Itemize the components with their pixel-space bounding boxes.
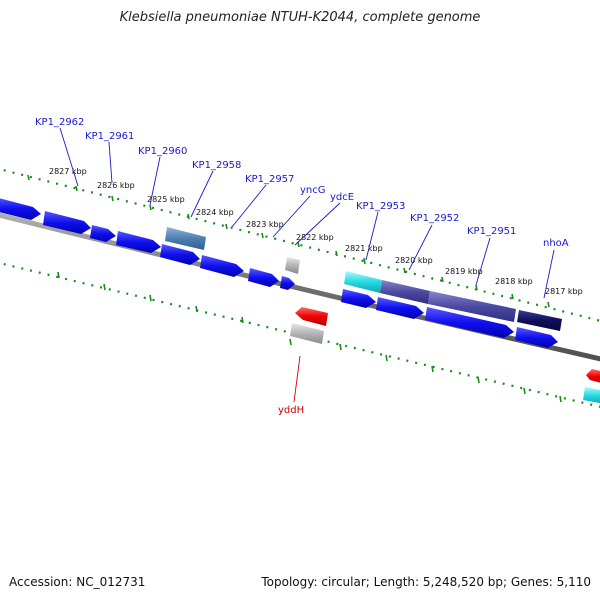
gene-feature[interactable] <box>295 307 328 326</box>
tick-label-2817: 2817 kbp <box>545 287 583 296</box>
tick-label-2824: 2824 kbp <box>196 208 234 217</box>
gene-label-KP1_2961[interactable]: KP1_2961 <box>85 131 134 142</box>
genome-summary: Topology: circular; Length: 5,248,520 bp… <box>261 575 591 589</box>
tick-label-2818: 2818 kbp <box>495 277 533 286</box>
gene-feature[interactable] <box>380 280 430 304</box>
gene-feature[interactable] <box>425 307 514 338</box>
outer-major-ticks <box>27 174 550 308</box>
gene-feature[interactable] <box>341 289 376 308</box>
gene-feature[interactable] <box>116 231 161 253</box>
gene-feature[interactable] <box>290 323 324 344</box>
gene-label-ydcE[interactable]: ydcE <box>330 192 354 203</box>
gene-feature[interactable] <box>0 197 41 220</box>
map-title: Klebsiella pneumoniae NTUH-K2044, comple… <box>119 10 481 25</box>
tick-label-2819: 2819 kbp <box>445 267 483 276</box>
gene-feature[interactable] <box>165 227 206 250</box>
gene-label-KP1_2952[interactable]: KP1_2952 <box>410 213 459 224</box>
gene-feature[interactable] <box>248 268 279 287</box>
gene-feature[interactable] <box>90 225 116 242</box>
tick-label-2823: 2823 kbp <box>246 220 284 229</box>
gene-feature[interactable] <box>285 257 300 274</box>
tick-label-2826: 2826 kbp <box>97 181 135 190</box>
gene-feature[interactable] <box>280 276 295 290</box>
gene-label-KP1_2957[interactable]: KP1_2957 <box>245 174 294 185</box>
gene-label-KP1_2962[interactable]: KP1_2962 <box>35 117 84 128</box>
gene-label-KP1_2958[interactable]: KP1_2958 <box>192 160 241 171</box>
gene-track-right <box>341 271 562 348</box>
gene-label-yddH[interactable]: yddH <box>278 405 304 416</box>
gene-feature[interactable] <box>515 327 558 348</box>
gene-feature[interactable] <box>160 244 200 265</box>
gene-feature[interactable] <box>200 255 244 277</box>
tick-label-2821: 2821 kbp <box>345 244 383 253</box>
gene-feature[interactable] <box>376 297 424 319</box>
label-leaders <box>59 127 555 299</box>
yddH-leader <box>293 355 301 403</box>
gene-feature[interactable] <box>586 369 600 384</box>
tick-label-2822: 2822 kbp <box>296 233 334 242</box>
outer-tick-ring <box>0 168 600 322</box>
tick-label-2827: 2827 kbp <box>49 167 87 176</box>
gene-feature[interactable] <box>517 310 562 331</box>
gene-feature[interactable] <box>583 387 600 404</box>
gene-feature[interactable] <box>43 211 91 234</box>
gene-feature[interactable] <box>428 291 516 322</box>
accession-text: Accession: NC_012731 <box>9 575 146 589</box>
gene-label-KP1_2960[interactable]: KP1_2960 <box>138 146 187 157</box>
gene-feature[interactable] <box>344 271 382 293</box>
gene-track-reverse <box>290 307 600 404</box>
inner-major-ticks <box>57 271 562 403</box>
gene-label-KP1_2951[interactable]: KP1_2951 <box>467 226 516 237</box>
gene-label-nhoA[interactable]: nhoA <box>543 238 569 249</box>
gene-track-forward <box>0 197 300 290</box>
gene-label-yncG[interactable]: yncG <box>300 185 326 196</box>
tick-label-2825: 2825 kbp <box>147 195 185 204</box>
gene-label-KP1_2953[interactable]: KP1_2953 <box>356 201 405 212</box>
